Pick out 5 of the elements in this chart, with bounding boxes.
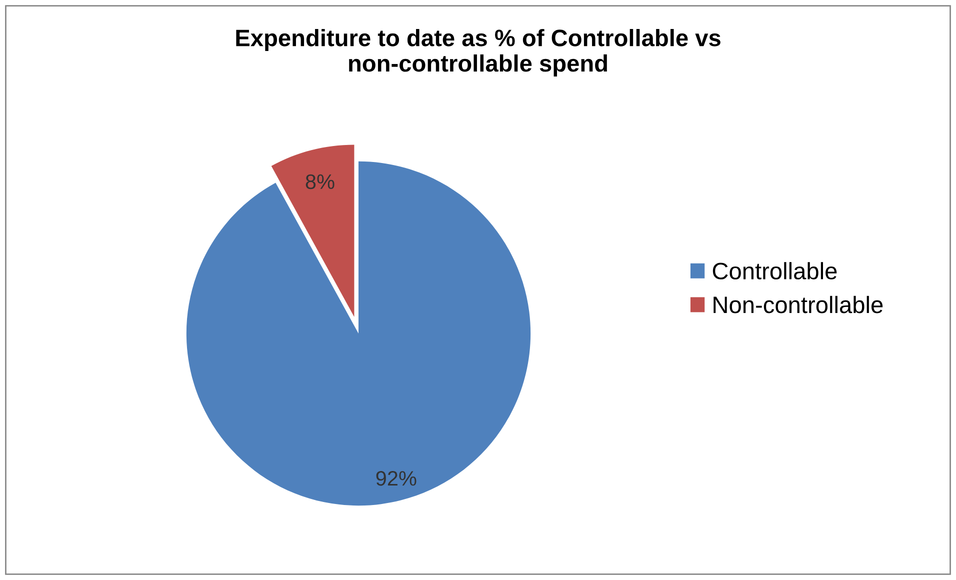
legend-label: Controllable <box>712 262 837 280</box>
data-label: 92% <box>376 471 416 486</box>
chart-title: Expenditure to date as % of Controllable vs non-controllable spend <box>236 29 720 76</box>
legend-label: Non-controllable <box>714 296 883 314</box>
data-label: 8% <box>306 174 334 190</box>
